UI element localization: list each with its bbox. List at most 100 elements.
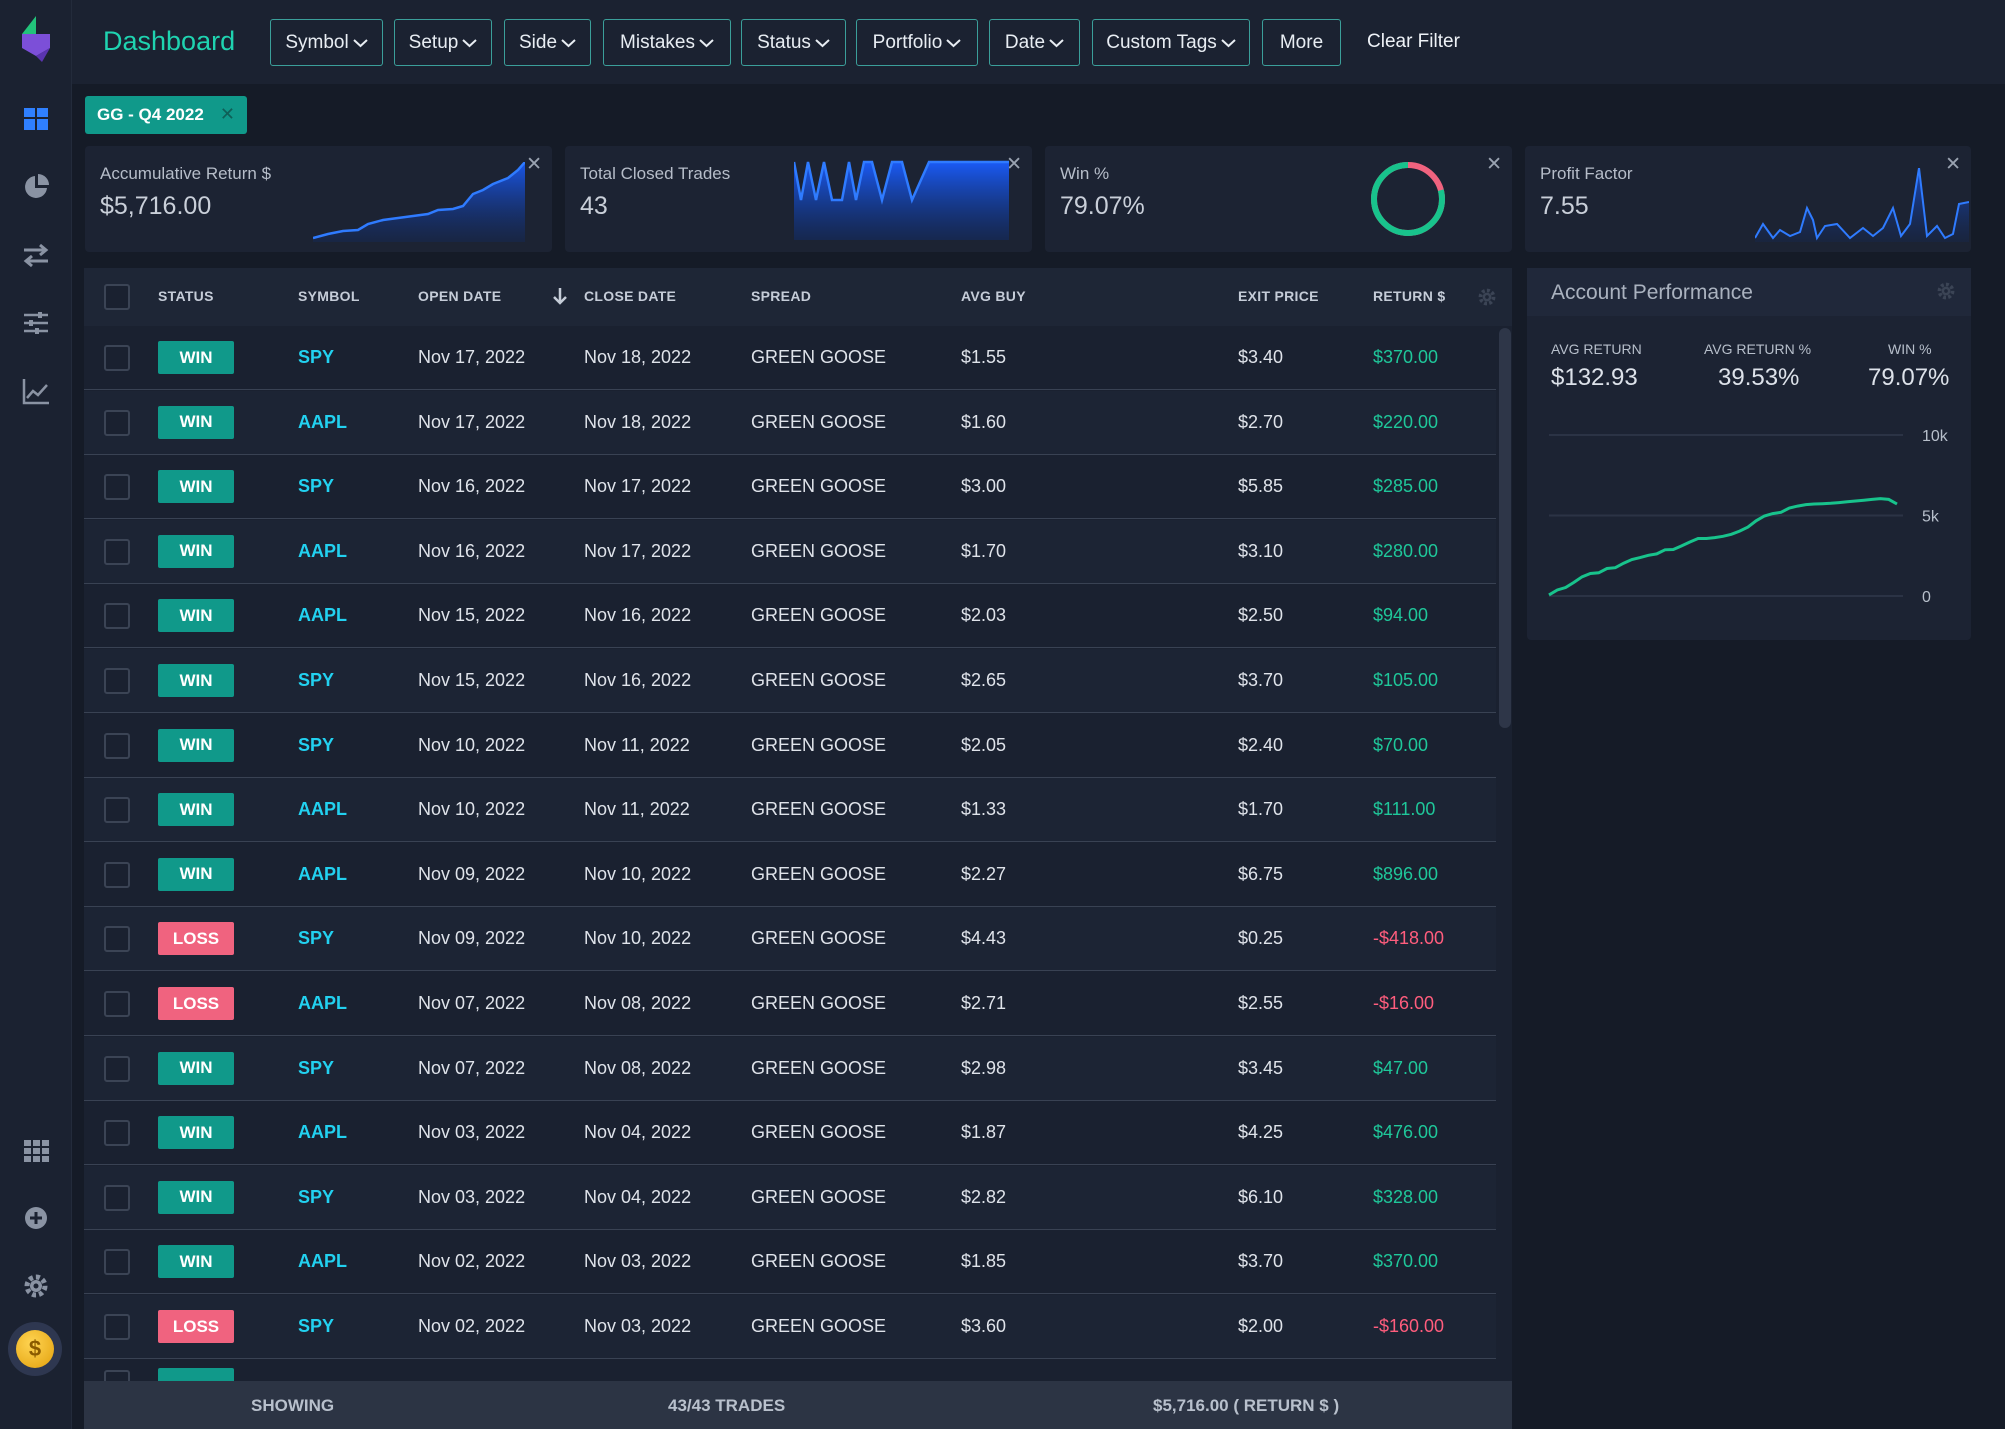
account-coin-button[interactable]: $ xyxy=(8,1322,62,1376)
col-avg-buy-header[interactable]: AVG BUY xyxy=(961,288,1026,304)
table-row[interactable]: WIN AAPL Nov 10, 2022 Nov 11, 2022 GREEN GOO… xyxy=(84,778,1496,843)
filter-status-button[interactable]: Status xyxy=(741,19,846,66)
row-checkbox[interactable] xyxy=(104,1120,130,1147)
filter-symbol-button[interactable]: Symbol xyxy=(270,19,383,66)
sort-desc-arrow-icon[interactable] xyxy=(552,286,568,306)
row-checkbox[interactable] xyxy=(104,538,130,565)
symbol-cell[interactable]: AAPL xyxy=(298,993,347,1013)
table-row[interactable]: WIN SPY Nov 03, 2022 Nov 04, 2022 GREEN GOOS… xyxy=(84,1165,1496,1230)
table-row[interactable]: LOSS SPY Nov 02, 2022 Nov 03, 2022 GREEN GOO… xyxy=(84,1295,1496,1359)
symbol-cell[interactable]: AAPL xyxy=(298,540,347,561)
select-all-checkbox[interactable] xyxy=(104,284,130,310)
symbol-cell[interactable]: SPY xyxy=(298,1057,335,1078)
symbol-cell[interactable]: AAPL xyxy=(298,1122,347,1143)
filter-date-button[interactable]: Date xyxy=(989,19,1080,66)
col-status-header[interactable]: STATUS xyxy=(158,288,214,304)
sidebar-item-reports[interactable] xyxy=(0,158,72,216)
remove-tag-icon[interactable]: ✕ xyxy=(219,104,235,124)
filter-mistakes-button[interactable]: Mistakes xyxy=(603,19,731,66)
filter-custom-tags-button[interactable]: Custom Tags xyxy=(1092,19,1250,66)
sidebar-item-dashboard[interactable] xyxy=(0,90,72,148)
active-tag-chip[interactable]: GG - Q4 2022 ✕ xyxy=(85,96,247,134)
more-filters-button[interactable]: More xyxy=(1262,19,1341,66)
filter-side-button[interactable]: Side xyxy=(504,19,591,66)
sidebar-item-apps[interactable] xyxy=(0,1121,72,1179)
sidebar-item-settings[interactable] xyxy=(0,1257,72,1315)
return-cell: $111.00 xyxy=(1373,799,1436,820)
table-row[interactable]: WIN AAPL Nov 02, 2022 Nov 03, 2022 GREEN GOO… xyxy=(84,1230,1496,1295)
row-checkbox[interactable] xyxy=(104,345,130,371)
symbol-cell[interactable]: AAPL xyxy=(298,863,347,884)
app-logo[interactable] xyxy=(18,16,54,62)
equity-line xyxy=(1548,497,1898,597)
symbol-cell[interactable]: SPY xyxy=(298,1316,335,1336)
col-close-date-header[interactable]: CLOSE DATE xyxy=(584,288,677,304)
filter-portfolio-button[interactable]: Portfolio xyxy=(856,19,978,66)
exit-price-cell: $3.70 xyxy=(1238,670,1284,690)
col-return-header[interactable]: RETURN $ xyxy=(1373,288,1446,304)
symbol-cell[interactable]: AAPL xyxy=(298,411,347,432)
close-card-icon[interactable]: ✕ xyxy=(1486,154,1502,175)
table-row[interactable]: WIN AAPL Nov 16, 2022 Nov 17, 2022 GREEN GOO… xyxy=(84,519,1496,584)
close-card-icon[interactable]: ✕ xyxy=(1006,154,1022,175)
filter-setup-button[interactable]: Setup xyxy=(394,19,492,66)
symbol-cell[interactable]: SPY xyxy=(298,476,335,497)
row-checkbox[interactable] xyxy=(104,1055,130,1082)
panel-settings-gear-icon[interactable] xyxy=(1935,280,1957,302)
y-tick-label: 10k xyxy=(1922,428,1949,445)
row-checkbox[interactable] xyxy=(104,861,130,888)
close-card-icon[interactable]: ✕ xyxy=(1945,154,1961,175)
table-row[interactable]: WIN SPY Nov 16, 2022 Nov 17, 2022 GREEN GOOS… xyxy=(84,455,1496,520)
row-checkbox[interactable] xyxy=(104,1314,130,1340)
row-checkbox[interactable] xyxy=(104,991,130,1017)
spread-cell: GREEN GOOSE xyxy=(751,928,887,949)
sidebar-item-analytics[interactable] xyxy=(0,362,72,420)
symbol-cell[interactable]: AAPL xyxy=(298,1251,347,1272)
table-row[interactable]: WIN SPY Nov 10, 2022 Nov 11, 2022 GREEN GOOS… xyxy=(84,714,1496,778)
chevron-down-icon xyxy=(815,38,830,47)
table-row[interactable]: WIN SPY Nov 17, 2022 Nov 18, 2022 GREEN GOOS… xyxy=(84,326,1496,390)
filter-label: Mistakes xyxy=(620,31,695,53)
sidebar-item-settings-filters[interactable] xyxy=(0,294,72,352)
row-checkbox[interactable] xyxy=(104,668,130,694)
symbol-cell[interactable]: SPY xyxy=(298,1186,335,1207)
col-open-date-header[interactable]: OPEN DATE xyxy=(418,288,502,304)
row-checkbox[interactable] xyxy=(104,732,130,759)
row-checkbox[interactable] xyxy=(104,474,130,501)
row-checkbox[interactable] xyxy=(104,926,130,953)
close-card-icon[interactable]: ✕ xyxy=(526,154,542,175)
row-checkbox[interactable] xyxy=(104,1184,130,1211)
table-settings-gear-icon[interactable] xyxy=(1476,286,1498,308)
table-row[interactable]: WIN AAPL Nov 03, 2022 Nov 04, 2022 GREEN GOO… xyxy=(84,1101,1496,1166)
table-row[interactable]: WIN AAPL Nov 15, 2022 Nov 16, 2022 GREEN GOO… xyxy=(84,584,1496,649)
open-date-cell: Nov 17, 2022 xyxy=(418,347,526,367)
row-checkbox[interactable] xyxy=(104,603,130,630)
table-row[interactable]: WIN SPY Nov 15, 2022 Nov 16, 2022 GREEN GOOS… xyxy=(84,649,1496,713)
table-scrollbar[interactable] xyxy=(1499,328,1511,728)
row-checkbox[interactable] xyxy=(104,797,130,824)
table-row[interactable]: WIN SPY Nov 07, 2022 Nov 08, 2022 GREEN GOOS… xyxy=(84,1036,1496,1101)
col-exit-price-header[interactable]: EXIT PRICE xyxy=(1238,288,1319,304)
symbol-cell[interactable]: SPY xyxy=(298,734,335,755)
symbol-cell[interactable]: SPY xyxy=(298,928,335,949)
row-checkbox[interactable] xyxy=(104,1249,130,1276)
col-symbol-header[interactable]: SYMBOL xyxy=(298,288,360,304)
table-row[interactable]: LOSS SPY Nov 09, 2022 Nov 10, 2022 GREEN GOO… xyxy=(84,907,1496,972)
clear-filter-link[interactable]: Clear Filter xyxy=(1367,31,1460,52)
symbol-cell[interactable]: SPY xyxy=(298,347,335,367)
spread-cell: GREEN GOOSE xyxy=(751,1186,887,1207)
table-row[interactable]: WIN AAPL Nov 09, 2022 Nov 10, 2022 GREEN GOO… xyxy=(84,843,1496,907)
close-date-cell: Nov 04, 2022 xyxy=(584,1122,692,1143)
symbol-cell[interactable]: AAPL xyxy=(298,799,347,820)
row-checkbox[interactable] xyxy=(104,409,130,436)
col-spread-header[interactable]: SPREAD xyxy=(751,288,812,304)
exit-price-cell: $2.50 xyxy=(1238,605,1284,626)
table-row[interactable]: WIN AAPL Nov 17, 2022 Nov 18, 2022 GREEN GOO… xyxy=(84,390,1496,455)
status-badge: WIN xyxy=(158,470,234,504)
sidebar-item-add[interactable] xyxy=(0,1189,72,1247)
card-value: $5,716.00 xyxy=(100,192,212,220)
table-row[interactable]: LOSS AAPL Nov 07, 2022 Nov 08, 2022 GREEN GO… xyxy=(84,972,1496,1036)
symbol-cell[interactable]: SPY xyxy=(298,670,335,690)
sidebar-item-trades[interactable] xyxy=(0,226,72,284)
symbol-cell[interactable]: AAPL xyxy=(298,605,347,626)
